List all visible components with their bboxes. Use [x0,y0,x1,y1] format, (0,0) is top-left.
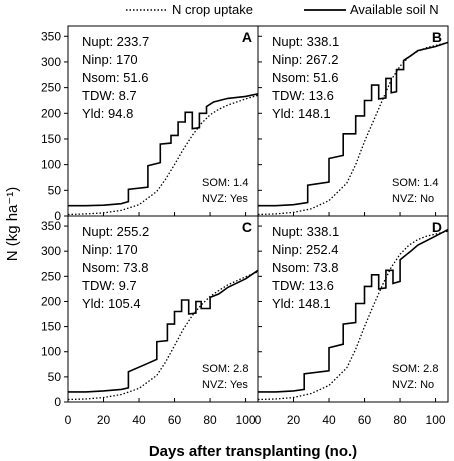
chart-panels: A Nupt: 233.7 Ninp: 170 Nsom: 51.6 TDW: 8.7 Y… [41,25,449,427]
series-line-available-soil-n [258,41,449,207]
y-tick-label: 250 [41,269,61,283]
x-axis-label: Days after transplanting (no.) [149,443,357,460]
x-tick-label: 100 [426,413,446,427]
panel-stat: Nsom: 51.6 [82,70,148,85]
y-axis-label: N (kg ha⁻¹) [4,187,21,262]
x-tick-label: 0 [65,413,72,427]
panel-stat: Ninp: 267.2 [272,52,339,67]
y-tick-label: 300 [41,55,61,69]
y-tick-label: 150 [41,320,61,334]
panel-stat: TDW: 8.7 [82,88,137,103]
series-line-n-crop-uptake [257,41,449,216]
panel-stat: Nsom: 51.6 [272,70,338,85]
panel-note: NVZ: No [392,379,434,391]
x-tick-label: 80 [393,413,407,427]
panel-stat: Nupt: 338.1 [272,34,339,49]
panel-letter: D [432,219,442,235]
panel-b: B Nupt: 338.1 Ninp: 267.2 Nsom: 51.6 TDW: 13… [257,25,449,217]
x-tick-label: 40 [132,413,146,427]
y-tick-label: 250 [41,81,61,95]
y-tick-label: 50 [48,183,62,197]
series-line-available-soil-n [258,228,449,393]
panel-letter: A [242,29,252,45]
panel-stat: Yld: 148.1 [272,296,331,311]
series-line-available-soil-n [68,93,259,207]
legend-label-available-soil-n: Available soil N [350,2,439,17]
x-tick-label: 80 [203,413,217,427]
panel-stat: TDW: 13.6 [272,278,334,293]
series-line-n-crop-uptake [67,94,259,216]
legend: N crop uptake Available soil N [126,2,439,17]
panel-stat: Ninp: 170 [82,52,138,67]
panel-stat: Ninp: 170 [82,242,138,257]
y-tick-label: 50 [48,370,62,384]
y-tick-label: 0 [54,209,61,223]
panel-note: SOM: 2.8 [202,363,248,375]
panel-d: D Nupt: 338.1 Ninp: 252.4 Nsom: 73.8 TDW: 13… [255,215,449,427]
panel-frame [257,215,449,403]
panel-stat: Nsom: 73.8 [82,260,148,275]
x-tick-label: 20 [97,413,111,427]
legend-label-n-crop-uptake: N crop uptake [172,2,253,17]
panel-stat: Yld: 148.1 [272,106,331,121]
panel-stat: Nupt: 233.7 [82,34,149,49]
panel-note: NVZ: No [392,193,434,205]
y-tick-label: 0 [54,395,61,409]
x-tick-label: 60 [168,413,182,427]
y-tick-label: 150 [41,132,61,146]
y-tick-label: 300 [41,244,61,258]
panel-stat: Ninp: 252.4 [272,242,339,257]
panel-note: NVZ: Yes [202,379,248,391]
panel-stat: Nsom: 73.8 [272,260,338,275]
panel-stat: Yld: 94.8 [82,106,133,121]
panel-c: C Nupt: 255.2 Ninp: 170 Nsom: 73.8 TDW: 9.7 Y… [41,215,259,427]
y-tick-label: 350 [41,29,61,43]
panel-stat: Yld: 105.4 [82,296,141,311]
panel-stat: Nupt: 338.1 [272,224,339,239]
panel-note: SOM: 1.4 [392,177,438,189]
panel-note: SOM: 1.4 [202,177,248,189]
panel-stat: TDW: 13.6 [272,88,334,103]
x-tick-label: 40 [322,413,336,427]
panel-a: A Nupt: 233.7 Ninp: 170 Nsom: 51.6 TDW: 8.7 Y… [41,25,259,223]
series-line-available-soil-n [68,269,259,393]
panel-note: NVZ: Yes [202,193,248,205]
series-line-n-crop-uptake [67,271,259,401]
panel-letter: B [432,29,442,45]
panel-letter: C [242,219,252,235]
panel-stat: Nupt: 255.2 [82,224,149,239]
x-tick-label: 0 [255,413,262,427]
x-tick-label: 100 [236,413,256,427]
y-tick-label: 200 [41,294,61,308]
y-tick-label: 200 [41,106,61,120]
y-tick-label: 100 [41,345,61,359]
x-tick-label: 20 [287,413,301,427]
panel-note: SOM: 2.8 [392,363,438,375]
y-tick-label: 100 [41,158,61,172]
panel-stat: TDW: 9.7 [82,278,137,293]
x-tick-label: 60 [358,413,372,427]
y-tick-label: 350 [41,219,61,233]
